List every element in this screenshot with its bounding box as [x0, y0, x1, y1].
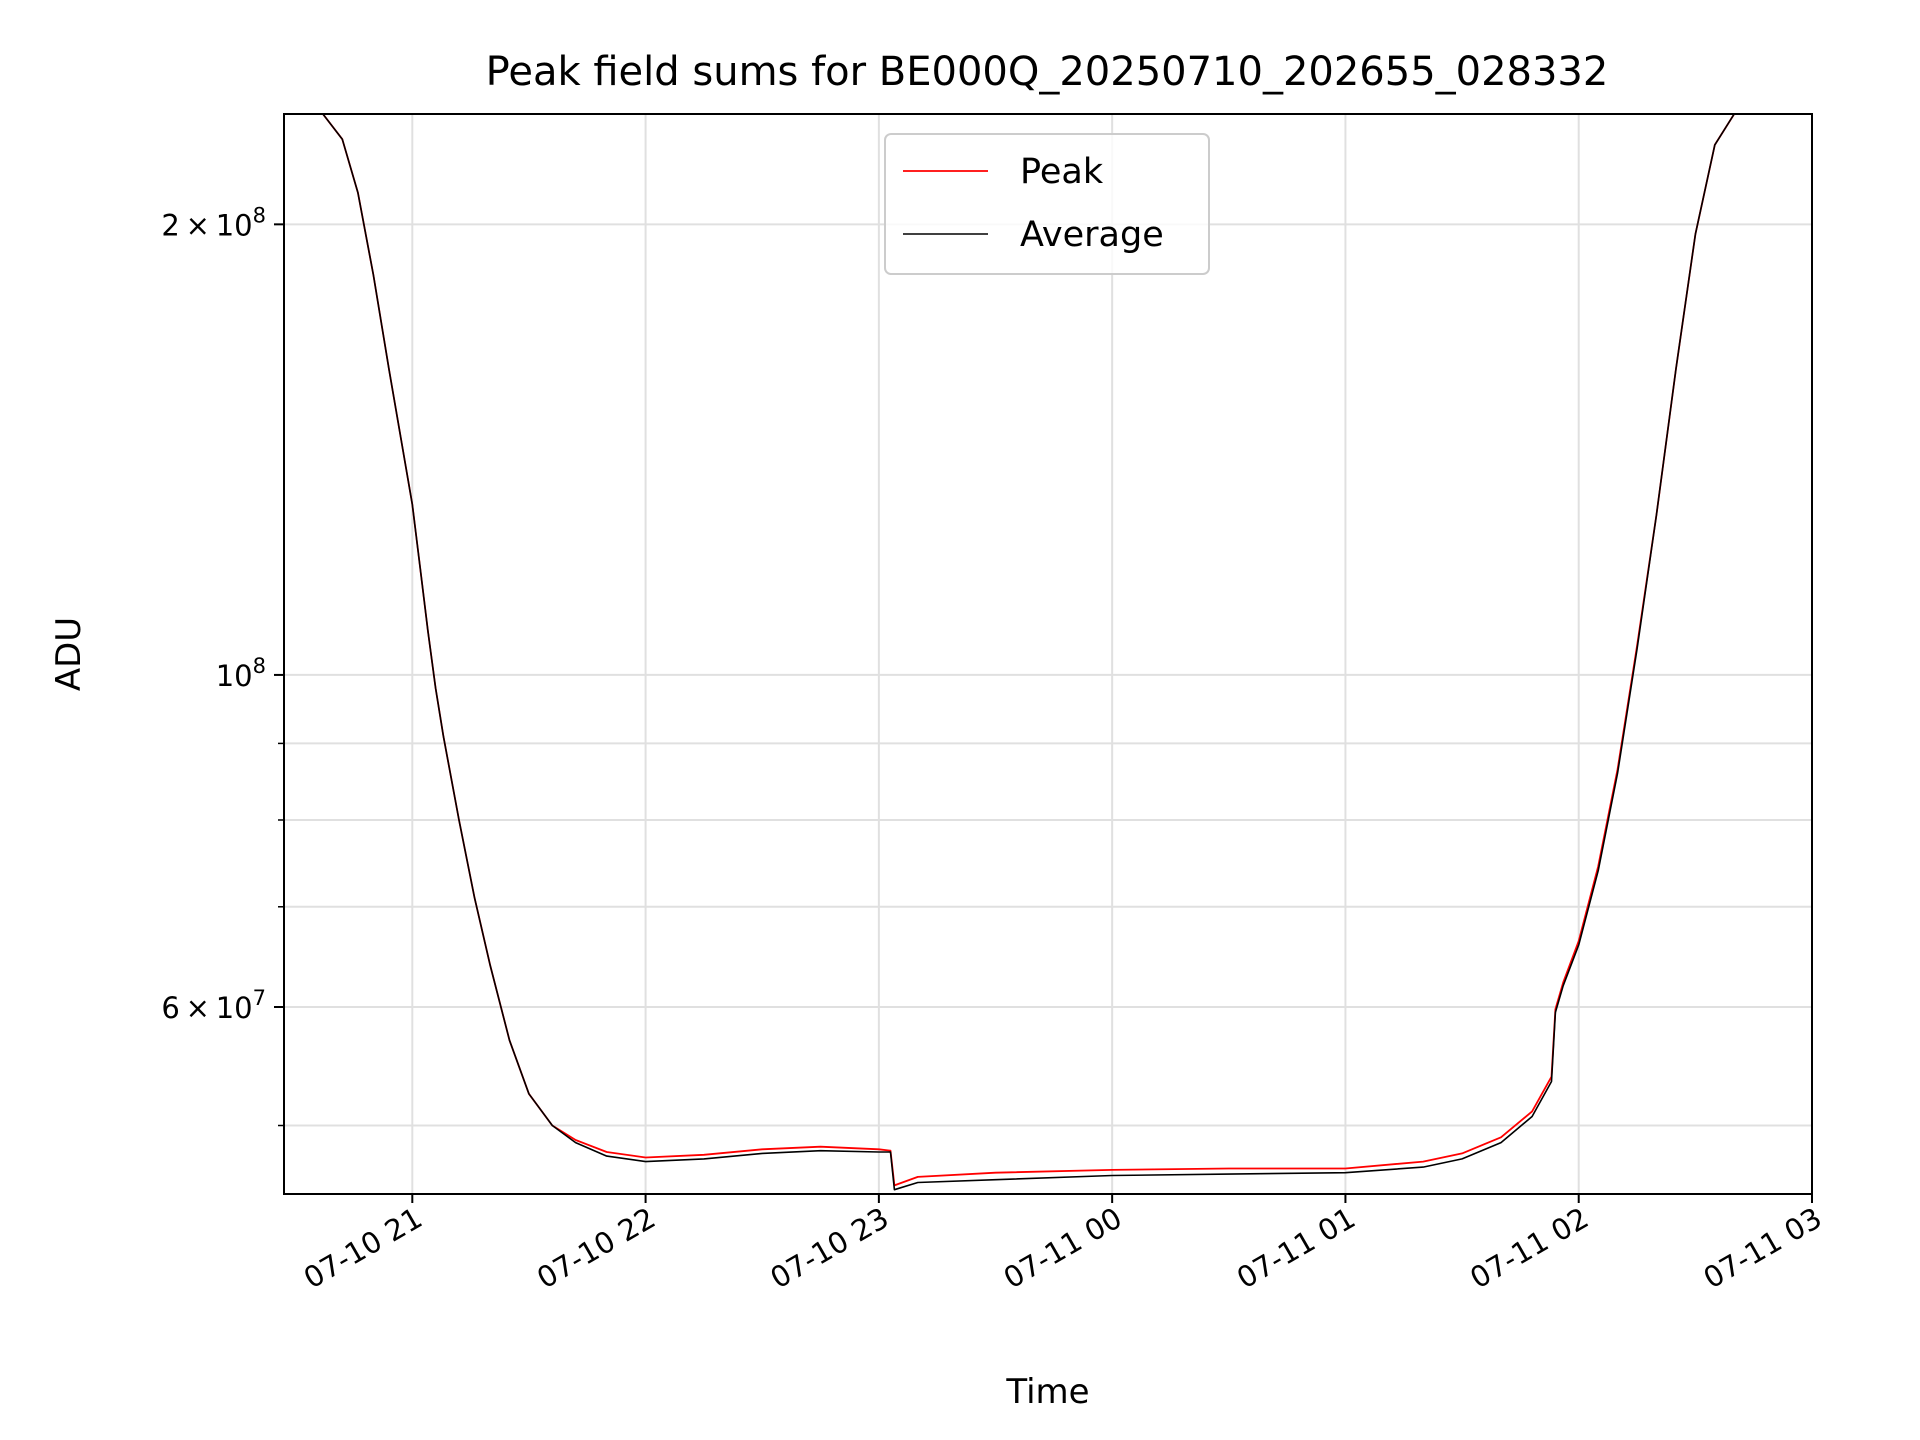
legend-box [884, 133, 1210, 275]
legend-label-peak: Peak [1020, 152, 1104, 192]
y-axis: 2 × 108 108 6 × 107 [161, 203, 284, 1127]
legend-label-average: Average [1020, 215, 1164, 255]
y-tick-label: 108 [216, 654, 266, 693]
series-line-average [284, 114, 1812, 1191]
plot-frame [283, 113, 1813, 1195]
y-axis-label: ADU [49, 617, 89, 691]
plot-series [284, 114, 1812, 1191]
y-tick-label: 6 × 107 [161, 986, 266, 1025]
legend: Peak Average [884, 133, 1210, 275]
x-axis-label: Time [1005, 1372, 1089, 1412]
chart-title: Peak field sums for BE000Q_20250710_2026… [486, 49, 1609, 95]
y-tick-label: 2 × 108 [161, 203, 266, 242]
